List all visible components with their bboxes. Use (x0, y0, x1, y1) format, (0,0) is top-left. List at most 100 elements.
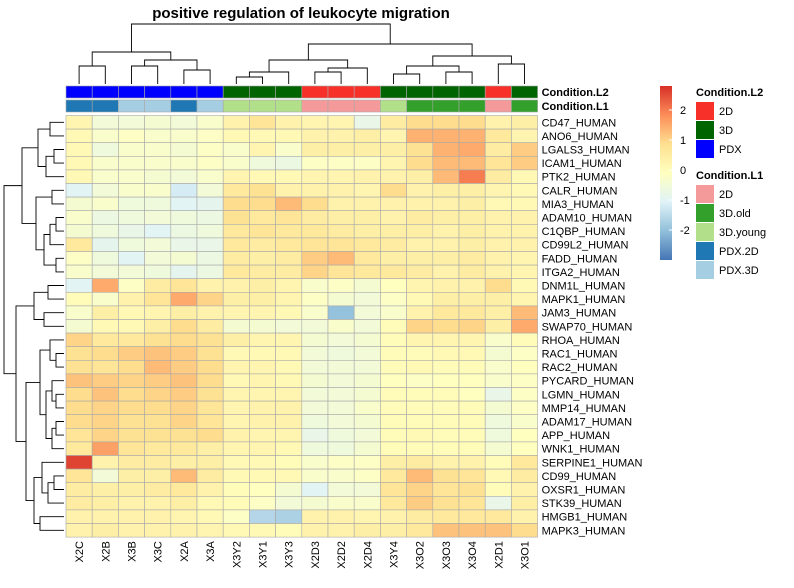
heatmap-cell (118, 523, 145, 538)
heatmap-cell (301, 278, 329, 293)
heatmap-cell (406, 319, 434, 334)
heatmap-cell (406, 523, 434, 538)
heatmap-cell (144, 346, 172, 361)
heatmap-cell (432, 115, 460, 130)
heatmap-cell (170, 441, 198, 456)
heatmap-cell (118, 278, 145, 293)
legend-swatch (696, 185, 714, 203)
row-label: PYCARD_HUMAN (542, 376, 634, 388)
heatmap-cell (327, 427, 355, 443)
heatmap-cell (144, 156, 172, 171)
heatmap-cell (484, 332, 512, 348)
heatmap-cell (380, 359, 407, 375)
heatmap-cell (249, 278, 276, 293)
heatmap-cell (432, 468, 460, 484)
heatmap-cell (65, 359, 93, 375)
heatmap-cell (458, 387, 486, 402)
heatmap-cell (196, 509, 224, 524)
heatmap-cell (170, 183, 198, 198)
dendrogram-link (47, 482, 64, 504)
heatmap-cell (222, 373, 250, 388)
heatmap-cell (432, 305, 460, 320)
row-label: RAC2_HUMAN (542, 362, 618, 374)
heatmap-cell (380, 278, 407, 293)
heatmap-cell (484, 142, 512, 157)
heatmap-cell (353, 387, 381, 402)
heatmap-cell (353, 468, 381, 484)
heatmap-cell (222, 156, 250, 171)
heatmap-cell (249, 332, 276, 348)
heatmap-cell (406, 373, 434, 388)
heatmap-cell (222, 400, 250, 416)
heatmap-cell (196, 291, 224, 307)
annotation-cell (65, 85, 93, 99)
heatmap-cell (301, 455, 329, 470)
heatmap-cell (458, 183, 486, 198)
heatmap-cell (432, 251, 460, 266)
heatmap-cell (484, 468, 512, 484)
annotation-cell (196, 99, 224, 113)
heatmap-cell (65, 495, 93, 511)
heatmap-cell (432, 482, 460, 497)
heatmap-cell (196, 237, 224, 252)
legend-entry-label: 3D.old (719, 208, 751, 220)
heatmap-cell (327, 400, 355, 416)
heatmap-cell (353, 495, 381, 511)
heatmap-cell (65, 387, 93, 402)
column-labels: X2C X2B X3B X3C X2A X3A X3Y2 X3Y1 X3Y3 X2D3 X2D2 X2… (74, 540, 531, 569)
heatmap-cell (170, 359, 198, 375)
heatmap-cell (484, 156, 512, 171)
heatmap-cell (511, 251, 538, 266)
heatmap-cell (406, 183, 434, 198)
dendrogram-link (131, 23, 391, 52)
legend-entry-label: PDX (719, 144, 742, 156)
heatmap-cell (511, 156, 538, 171)
heatmap-cell (91, 264, 119, 280)
heatmap-cell (353, 224, 381, 239)
dendrogram-link (33, 291, 48, 320)
heatmap-cell (144, 115, 172, 130)
heatmap-cell (275, 482, 303, 497)
heatmap-cell (91, 509, 119, 524)
heatmap-cell (484, 373, 512, 388)
heatmap-cell (65, 210, 93, 225)
heatmap-cell (380, 319, 407, 334)
colorbar-tick-label: -1 (680, 195, 690, 207)
heatmap-cell (327, 523, 355, 538)
heatmap-cell (484, 237, 512, 252)
column-dendrogram (78, 23, 525, 84)
heatmap-cell (511, 237, 538, 252)
heatmap-cell (458, 359, 486, 375)
heatmap-cell (327, 387, 355, 402)
annotation-cell (91, 85, 119, 99)
heatmap-cell (380, 468, 407, 484)
heatmap-cell (484, 128, 512, 144)
heatmap-cell (327, 332, 355, 348)
column-label: X3O4 (467, 541, 479, 569)
legend-swatch (696, 121, 714, 139)
heatmap-cell (170, 251, 198, 266)
legend-swatch (696, 102, 714, 120)
annotation-cell (484, 85, 512, 99)
heatmap-cell (91, 305, 119, 320)
heatmap-cell (65, 196, 93, 212)
heatmap-cell (484, 359, 512, 375)
heatmap-cell (380, 455, 407, 470)
heatmap-cell (65, 319, 93, 334)
heatmap-cell (301, 482, 329, 497)
heatmap-cell (222, 523, 250, 538)
heatmap-cell (432, 332, 460, 348)
dendrogram-link (49, 121, 64, 137)
heatmap-cell (65, 509, 93, 524)
heatmap-cell (91, 156, 119, 171)
heatmap-cell (118, 509, 145, 524)
legend-title: Condition.L2 (696, 87, 763, 99)
heatmap-cell (144, 278, 172, 293)
heatmap-cell (275, 210, 303, 225)
heatmap-cell (301, 332, 329, 348)
row-label: MMP14_HUMAN (542, 403, 626, 415)
heatmap-cell (406, 509, 434, 524)
dendrogram-link (248, 71, 290, 84)
heatmap-cell (222, 332, 250, 348)
heatmap-cell (65, 427, 93, 443)
